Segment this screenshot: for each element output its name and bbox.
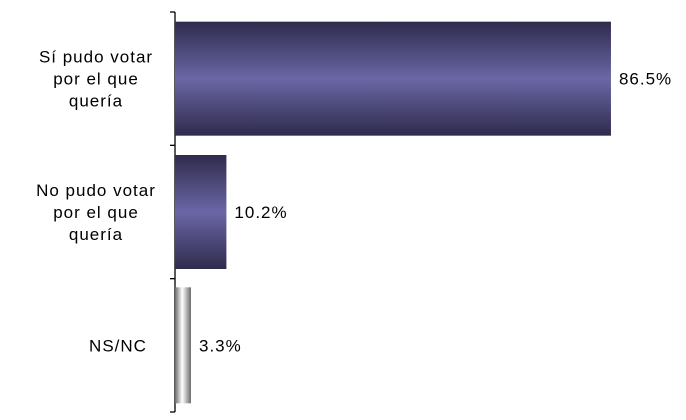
value-label-2: 10.2%	[234, 203, 287, 222]
bars	[175, 21, 611, 404]
labels: 86.5% Sí pudo votar por el que quería 10.2% N…	[36, 48, 672, 356]
bar-2	[175, 155, 227, 269]
y-axis	[170, 11, 176, 413]
value-label-3: 3.3%	[199, 336, 242, 355]
category-label-1: Sí pudo votar por el que quería	[39, 48, 153, 111]
category-label-2: No pudo votar por el que quería	[36, 181, 156, 244]
value-label-1: 86.5%	[619, 70, 672, 89]
category-label-3: NS/NC	[89, 336, 147, 355]
bar-1	[175, 21, 611, 136]
bar-3	[175, 287, 191, 404]
